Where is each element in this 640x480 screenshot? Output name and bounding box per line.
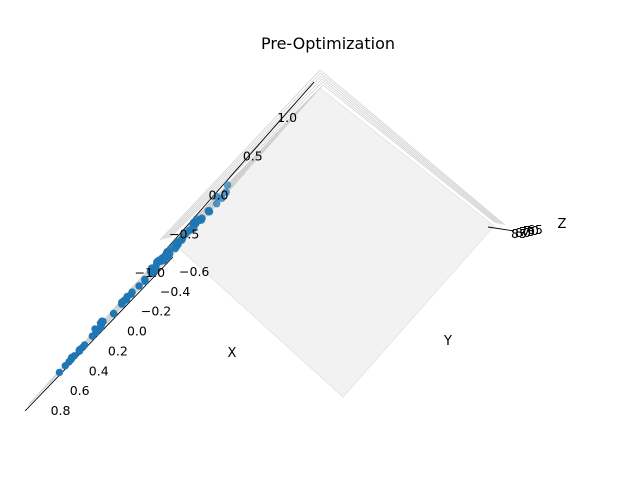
tick-labels: 1.0 0.5 0.0 −0.5 −1.0 0.8 0.6 0.4 0.2 0.0 −0.2 −0.4… (51, 110, 543, 418)
z-axis-label: Z (558, 217, 567, 232)
chart-title: Pre-Optimization (261, 34, 395, 53)
data-point (160, 255, 169, 263)
z-tick-label: 80 (515, 225, 531, 240)
y-tick-label: 0.2 (108, 343, 128, 358)
data-point (178, 236, 186, 244)
y-tick-label: 0.4 (89, 363, 109, 378)
data-point (61, 362, 70, 370)
data-point (141, 277, 149, 285)
grid-line-y (163, 92, 316, 265)
y-tick-label: 0.0 (127, 324, 147, 339)
x-tick-label: 1.0 (277, 110, 297, 125)
z-tick-label: 75 (519, 224, 535, 239)
y-tick-label: 0.8 (51, 403, 71, 418)
data-point (55, 368, 64, 377)
x-axis-line (162, 81, 315, 254)
x-tick-label: −1.0 (135, 265, 165, 280)
y-tick-label: −0.2 (141, 304, 171, 319)
z-tick-label: 65 (527, 222, 543, 237)
data-points (55, 181, 232, 377)
y-tick-label: 0.6 (70, 383, 90, 398)
back-pane-edge (320, 72, 504, 225)
y-tick-label: −0.4 (160, 284, 190, 299)
data-point (173, 240, 181, 248)
data-point (135, 282, 143, 290)
data-point (218, 194, 226, 202)
back-pane-edge (320, 75, 502, 225)
back-pane-edge (322, 81, 498, 224)
back-pane-edge (161, 72, 321, 240)
z-axis-line (487, 226, 515, 232)
back-pane-edge (319, 69, 506, 226)
floor-pane (171, 87, 495, 398)
x-tick-label: 0.5 (243, 149, 263, 164)
back-pane-edge (169, 84, 324, 238)
data-point (190, 224, 198, 232)
y-axis-label: Y (443, 334, 452, 349)
data-point (109, 309, 118, 318)
data-point (204, 207, 212, 215)
data-point (76, 345, 84, 354)
back-pane-edge (165, 78, 323, 239)
data-point (152, 266, 160, 274)
data-point (195, 216, 203, 225)
x-tick-label: −0.5 (169, 226, 199, 241)
data-point (223, 181, 232, 189)
back-pane-edge (159, 69, 321, 241)
data-point (128, 288, 136, 296)
data-point (213, 200, 221, 208)
data-point (67, 353, 76, 362)
back-pane-edge (322, 84, 496, 223)
y-tick-label: −0.6 (179, 264, 209, 279)
data-point (222, 188, 230, 196)
data-point (118, 298, 126, 306)
x-axis-label: X (228, 346, 237, 361)
data-point (96, 323, 105, 331)
data-point (88, 332, 97, 340)
data-point (123, 292, 132, 301)
data-point (80, 341, 89, 349)
back-pane-edge (321, 78, 500, 224)
z-tick-label: 70 (523, 223, 539, 238)
x-tick-label: 0.0 (209, 188, 229, 203)
z-tick-label: 85 (511, 226, 527, 241)
